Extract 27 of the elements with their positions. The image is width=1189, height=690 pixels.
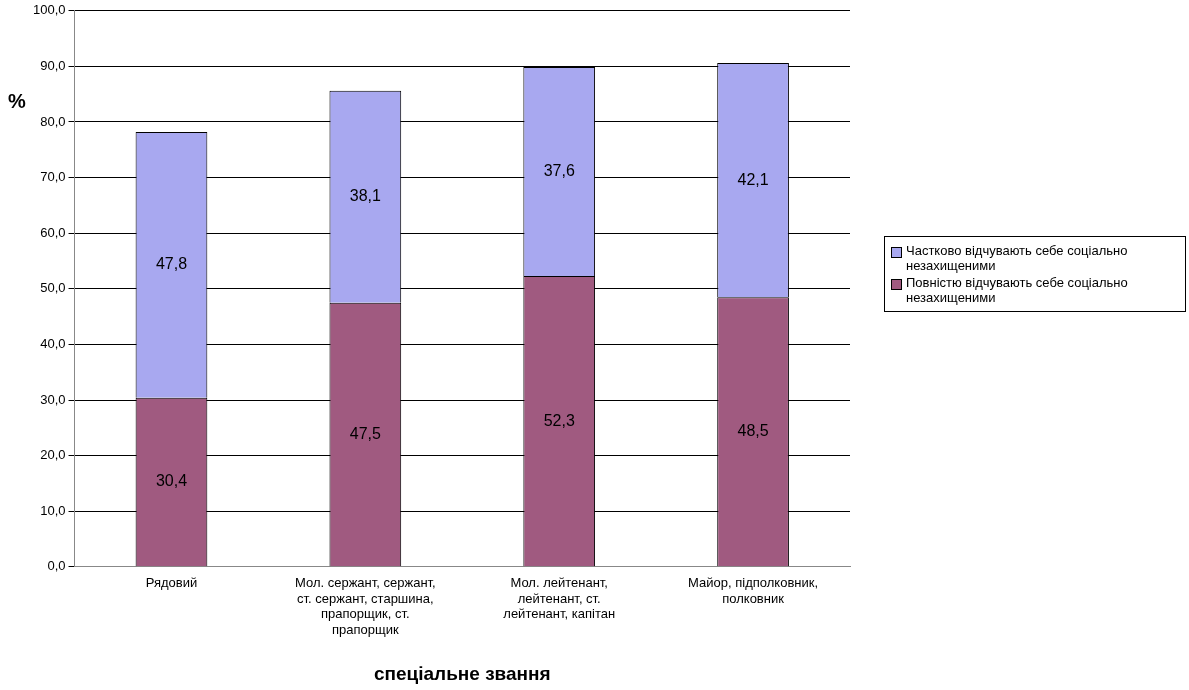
y-tick-label: 0,0 (47, 558, 66, 574)
data-label: 48,5 (737, 422, 769, 440)
y-tick-label: 90,0 (40, 57, 66, 73)
data-label: 52,3 (543, 411, 575, 429)
x-tick-label: Майор, підполковник, полковник (688, 575, 819, 606)
data-label: 47,5 (349, 424, 381, 442)
y-tick-label: 50,0 (40, 280, 66, 296)
data-label: 47,8 (155, 255, 188, 273)
x-axis-title: спеціальне звання (373, 662, 551, 684)
x-tick-label: Мол. лейтенант, лейтенант, ст. лейтенант, капітан (503, 575, 616, 622)
data-label: 37,6 (543, 161, 575, 179)
y-tick-label: 60,0 (40, 224, 66, 240)
y-tick-label: 80,0 (40, 113, 66, 129)
legend-label: Повністю відчувають себе соціально незахищеними (906, 275, 1129, 305)
data-label: 42,1 (737, 170, 769, 188)
x-tick-label: Рядовий (145, 575, 198, 591)
y-tick-label: 40,0 (40, 335, 66, 351)
y-tick-label: 10,0 (40, 502, 66, 518)
legend-label: Частково відчувають себе соціально незахищеними (906, 243, 1129, 273)
y-tick-label: 70,0 (40, 169, 66, 185)
y-tick-label: 20,0 (40, 447, 66, 463)
data-label: 38,1 (349, 187, 381, 205)
x-tick-label: Мол. сержант, сержант, ст. сержант, старшина, прапорщик, ст. прапорщик (294, 575, 436, 637)
y-axis-title: % (8, 89, 26, 112)
y-tick-label: 30,0 (40, 391, 66, 407)
data-label: 30,4 (155, 472, 188, 490)
y-tick-label: 100,0 (32, 2, 66, 18)
